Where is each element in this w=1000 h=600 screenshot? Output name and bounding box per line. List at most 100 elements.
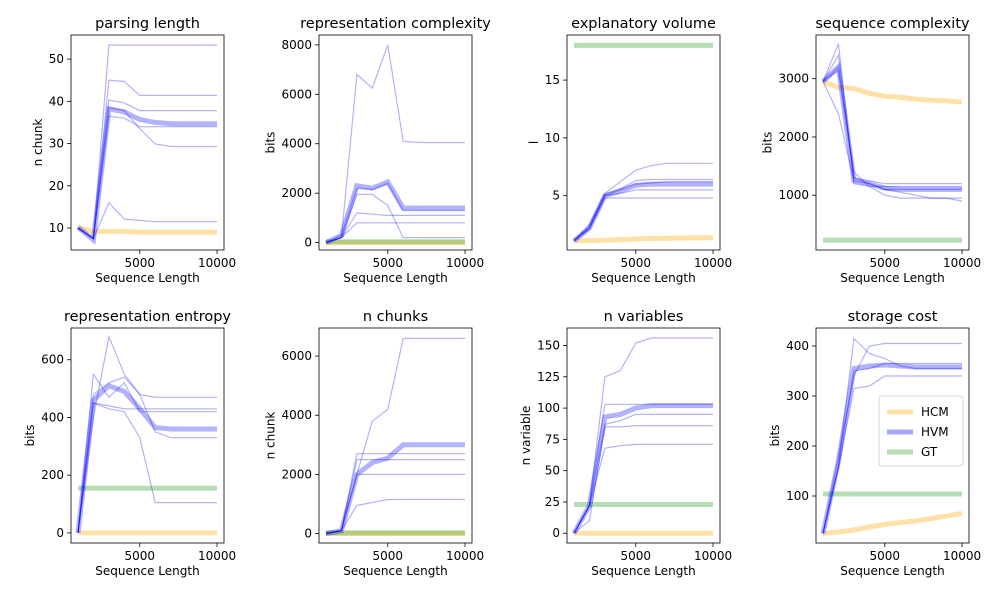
series-hcm-line <box>77 225 217 235</box>
hvm-run-line-4 <box>77 201 217 240</box>
hvm-run-line-5 <box>77 115 217 240</box>
axes-frame <box>566 327 721 544</box>
hvm-run-line-2 <box>77 402 217 533</box>
hvm-run-line-0 <box>325 44 465 244</box>
x-tick-label: 5000 <box>869 256 900 270</box>
axes-frame <box>70 327 225 544</box>
hvm-run-line-0 <box>77 334 217 533</box>
hvm-run-line-2 <box>573 189 713 242</box>
y-axis-label: n variable <box>519 406 533 466</box>
plot-area <box>324 44 465 246</box>
subplot-title: parsing length <box>95 16 200 32</box>
x-axis-label: Sequence Length <box>95 271 199 285</box>
y-axis-label: bits <box>761 132 775 154</box>
y-axis-label: n chunk <box>31 119 45 167</box>
y-tick-label: 125 <box>537 370 560 384</box>
hvm-run-line-2 <box>822 375 962 534</box>
hvm-run-line-1 <box>325 453 465 535</box>
y-tick-label: 15 <box>545 73 560 87</box>
subplot-2: 5000 10000 5 10 15 explanatory volume Sequence… <box>527 16 732 285</box>
axes-frame <box>70 34 225 251</box>
y-tick-label: 50 <box>49 52 64 66</box>
hvm-run-line-4 <box>325 498 465 535</box>
legend-label-hcm: HCM <box>921 405 949 419</box>
x-tick-label: 10000 <box>943 549 981 563</box>
legend-label-hvm: HVM <box>921 425 949 439</box>
hvm-run-line-0 <box>573 337 713 534</box>
subplot-title: sequence complexity <box>815 16 970 32</box>
x-tick-label: 10000 <box>198 256 236 270</box>
y-tick-label: 6000 <box>281 87 312 101</box>
y-tick-label: 5 <box>552 189 560 203</box>
y-axis-label: l <box>527 141 541 144</box>
hvm-run-line-4 <box>573 181 713 242</box>
legend-label-gt: GT <box>921 445 938 459</box>
hvm-run-line-2 <box>822 81 963 202</box>
x-tick-label: 10000 <box>694 256 732 270</box>
axes-frame <box>318 327 473 544</box>
x-axis-label: Sequence Length <box>840 564 944 578</box>
x-tick-label: 5000 <box>124 256 155 270</box>
x-tick-label: 10000 <box>446 549 484 563</box>
series-hvm-line <box>76 105 217 245</box>
series-hcm-line <box>574 235 714 244</box>
x-tick-label: 10000 <box>943 256 981 270</box>
series-hvm-line <box>325 442 465 536</box>
hvm-run-line-3 <box>325 473 465 535</box>
legend-frame <box>878 395 964 467</box>
y-tick-label: 30 <box>49 137 64 151</box>
y-tick-label: 0 <box>56 526 64 540</box>
y-tick-label: 0 <box>304 236 312 250</box>
series-hcm-line <box>822 79 963 105</box>
y-tick-label: 4000 <box>281 408 312 422</box>
hvm-run-line-1 <box>325 193 465 244</box>
y-tick-label: 10 <box>49 221 64 235</box>
y-tick-label: 150 <box>537 339 560 353</box>
subplot-1: 5000 10000 0 2000 4000 6000 8000 representation… <box>264 16 492 285</box>
hvm-run-line-1 <box>573 178 713 242</box>
plot-area <box>820 337 963 536</box>
x-axis-label: Sequence Length <box>840 271 944 285</box>
hvm-run-line-1 <box>573 403 713 534</box>
x-tick-label: 10000 <box>198 549 236 563</box>
subplot-4: 5000 10000 0 200 400 600 representation entrop… <box>23 309 236 578</box>
subplot-0: 5000 10000 10 20 30 40 50 parsing length Sequenc… <box>31 16 236 285</box>
hvm-run-line-3 <box>573 197 713 242</box>
hvm-run-line-4 <box>822 68 962 190</box>
plot-area <box>571 337 713 536</box>
subplot-7: 5000 10000 100 200 300 400 storage cost Sequenc… <box>768 309 981 578</box>
subplot-title: representation entropy <box>64 309 231 325</box>
x-axis-label: Sequence Length <box>343 564 447 578</box>
x-tick-label: 5000 <box>869 549 900 563</box>
y-tick-label: 1000 <box>778 188 809 202</box>
x-axis-label: Sequence Length <box>591 271 695 285</box>
y-tick-label: 400 <box>786 339 809 353</box>
y-tick-label: 3000 <box>778 72 809 86</box>
y-tick-label: 10 <box>545 131 560 145</box>
series-hvm-line <box>821 61 962 192</box>
hvm-run-line-0 <box>822 43 962 199</box>
subplot-title: storage cost <box>848 309 938 325</box>
hvm-run-line-4 <box>77 402 217 533</box>
hvm-run-line-0 <box>822 337 962 534</box>
x-axis-label: Sequence Length <box>343 271 447 285</box>
hvm-run-line-4 <box>573 425 713 534</box>
hvm-run-line-1 <box>822 342 962 534</box>
x-tick-label: 5000 <box>620 549 651 563</box>
x-tick-label: 5000 <box>372 549 403 563</box>
hvm-run-line-2 <box>325 212 465 244</box>
hvm-run-line-3 <box>822 65 962 188</box>
subplot-title: representation complexity <box>300 16 491 32</box>
y-tick-label: 100 <box>786 489 809 503</box>
x-axis-label: Sequence Length <box>591 564 695 578</box>
series-hcm-line <box>822 511 963 536</box>
x-tick-label: 5000 <box>124 549 155 563</box>
y-tick-label: 25 <box>545 495 560 509</box>
y-tick-label: 2000 <box>281 186 312 200</box>
y-tick-label: 100 <box>537 401 560 415</box>
hvm-run-line-1 <box>77 79 217 240</box>
y-axis-label: n chunk <box>264 412 278 460</box>
series-hvm-line <box>571 403 713 535</box>
series-hvm-line <box>75 382 217 534</box>
y-tick-label: 200 <box>41 468 64 482</box>
